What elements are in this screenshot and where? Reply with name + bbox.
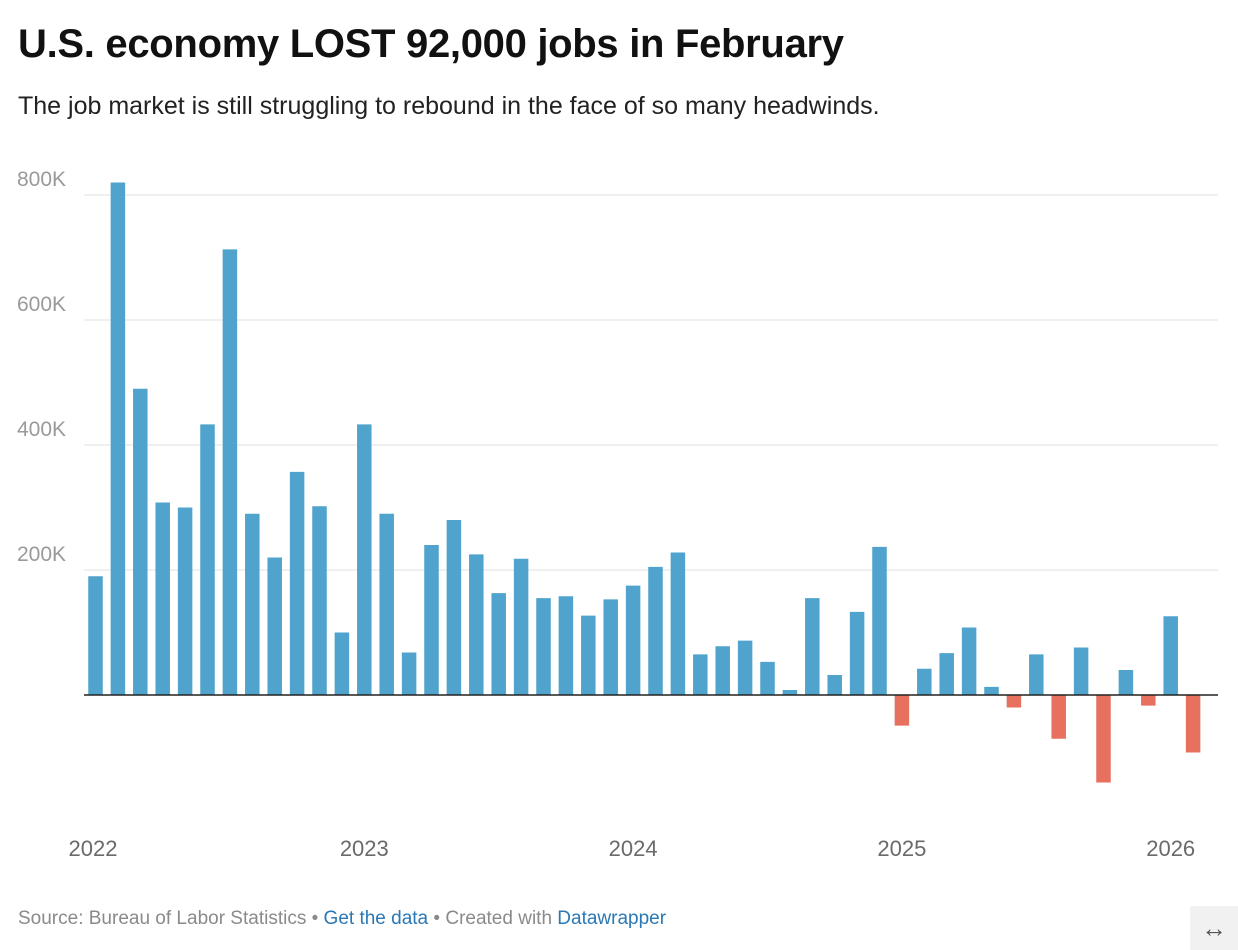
bar (558, 596, 574, 695)
bar (961, 627, 977, 695)
chart-footer: Source: Bureau of Labor Statistics • Get… (18, 908, 666, 930)
get-data-link[interactable]: Get the data (323, 908, 429, 929)
bar (110, 182, 126, 695)
bar (581, 615, 596, 695)
x-tick-label: 2024 (609, 836, 658, 860)
x-tick-label: 2026 (1146, 836, 1195, 860)
chart-title: U.S. economy LOST 92,000 jobs in Februar… (18, 22, 844, 66)
y-tick-label: 800K (17, 168, 66, 191)
datawrapper-link[interactable]: Datawrapper (557, 908, 667, 929)
bar (827, 675, 842, 695)
bar (693, 654, 708, 695)
bar (603, 599, 618, 695)
bar (177, 507, 193, 695)
x-tick-label: 2025 (877, 836, 926, 860)
bar (648, 566, 663, 695)
x-tick-label: 2023 (340, 836, 389, 860)
bar (267, 557, 282, 695)
bar-chart: 200K 400K 600K 800K 2022 2023 2024 2025 2026 (17, 168, 1218, 860)
bar (491, 593, 506, 695)
expand-icon[interactable]: ↔ (1190, 906, 1238, 950)
bar (782, 690, 798, 695)
x-tick-label: 2022 (69, 836, 118, 860)
bar (133, 388, 148, 695)
bar (1073, 647, 1089, 695)
bar (446, 520, 462, 695)
bar (1006, 695, 1022, 708)
bar (88, 576, 103, 695)
bar (760, 661, 775, 695)
bar (917, 668, 932, 695)
bar (1185, 695, 1201, 753)
bar (1029, 654, 1044, 695)
bar (536, 598, 551, 695)
y-tick-label: 400K (17, 418, 66, 441)
bar (513, 558, 529, 695)
source-text: Source: Bureau of Labor Statistics (18, 908, 307, 929)
bar (849, 611, 865, 695)
separator: • (306, 908, 324, 929)
bar (357, 424, 372, 695)
created-with-text: Created with (445, 908, 558, 929)
bar (334, 632, 350, 695)
bar (894, 695, 910, 726)
bar (222, 249, 238, 695)
bar (155, 502, 170, 695)
bar (200, 424, 215, 695)
chart-subtitle: The job market is still struggling to re… (18, 92, 880, 120)
bar (424, 545, 439, 695)
bar (805, 598, 820, 695)
bar (872, 546, 887, 695)
bar (737, 640, 753, 695)
bar (379, 513, 394, 695)
bar (939, 653, 954, 695)
bar (670, 552, 686, 695)
y-tick-label: 600K (17, 293, 66, 316)
separator: • (428, 908, 446, 929)
bar (1141, 695, 1156, 706)
bar (1118, 670, 1134, 695)
y-tick-label: 200K (17, 543, 66, 566)
bar (1163, 616, 1178, 695)
bar (401, 652, 417, 695)
bar (289, 471, 305, 695)
bar (1096, 695, 1111, 783)
bar (245, 513, 260, 695)
bar (625, 585, 641, 695)
bar (312, 506, 327, 695)
bar (469, 554, 484, 695)
bar (1051, 695, 1066, 739)
bar (984, 686, 999, 695)
bar (715, 646, 730, 695)
